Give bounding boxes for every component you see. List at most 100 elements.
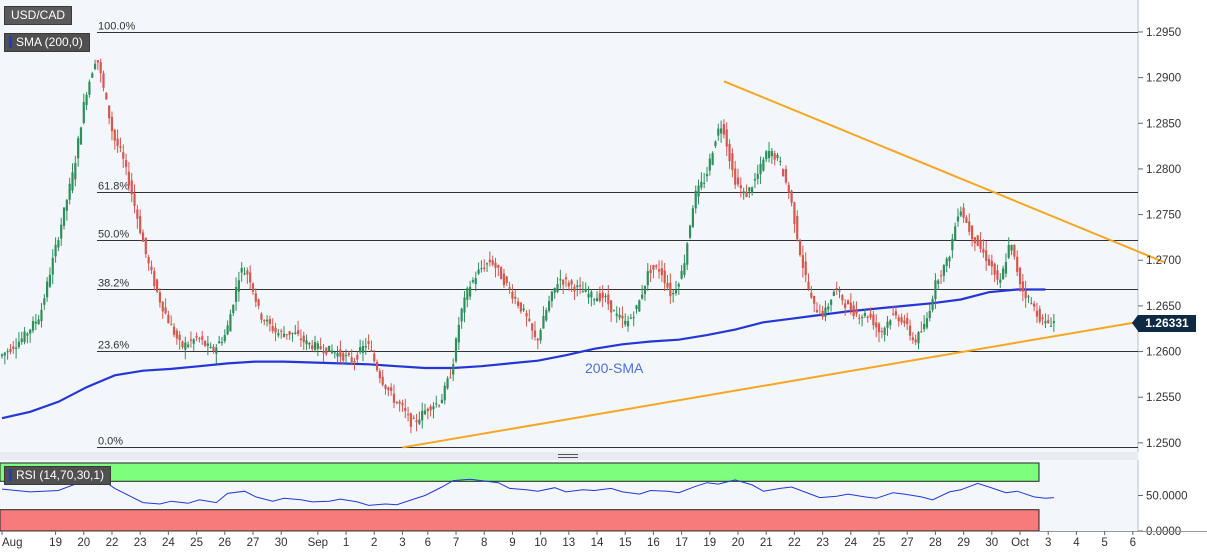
candle — [88, 79, 91, 98]
candle — [669, 273, 672, 304]
candle — [325, 347, 328, 356]
candle — [748, 186, 751, 198]
candle — [987, 254, 991, 267]
sma-swatch — [9, 36, 12, 48]
candle — [147, 254, 150, 271]
candle-body — [311, 345, 314, 350]
candle — [954, 222, 957, 241]
candle-body — [767, 150, 771, 159]
candle-body — [359, 347, 362, 353]
candle-body — [508, 287, 511, 289]
time-tick-label: Sep — [308, 537, 328, 549]
candle-body — [593, 299, 596, 301]
candle — [547, 295, 551, 313]
fib-label: 23.6% — [98, 340, 129, 352]
candle-body — [607, 294, 610, 305]
candle — [877, 322, 881, 343]
candle-body — [564, 277, 568, 280]
candle-body — [139, 216, 142, 233]
candle — [923, 315, 926, 332]
candle-body — [203, 340, 207, 346]
candle — [784, 165, 788, 185]
candle-body — [1016, 256, 1019, 272]
candle — [299, 329, 303, 347]
candle-body — [384, 385, 387, 389]
time-tick-label: 8 — [481, 537, 487, 549]
candle-body — [703, 182, 706, 184]
candle — [401, 399, 404, 412]
candle — [322, 343, 325, 363]
candle — [584, 282, 587, 293]
candle-body — [674, 289, 678, 294]
candle — [731, 148, 734, 178]
candle-body — [621, 315, 624, 319]
time-tick-label: 27 — [247, 537, 260, 549]
candle-body — [401, 403, 404, 406]
candle-body — [3, 352, 6, 356]
candle — [412, 415, 415, 420]
candle — [480, 260, 483, 273]
candle — [395, 401, 398, 405]
candle-body — [418, 419, 421, 424]
candle-body — [734, 168, 737, 185]
candle-body — [976, 235, 979, 246]
candle — [722, 119, 726, 139]
candle — [697, 179, 700, 205]
candle — [192, 338, 195, 351]
candle — [46, 276, 49, 302]
candle — [889, 319, 892, 330]
candle-body — [584, 289, 587, 292]
candle — [624, 313, 627, 327]
candle-body — [438, 405, 441, 407]
candle-body — [711, 153, 714, 165]
candle — [861, 314, 864, 327]
candle — [347, 350, 350, 357]
candle — [533, 321, 537, 341]
candle-body — [1004, 262, 1008, 274]
candle-body — [375, 361, 379, 371]
candle — [655, 264, 658, 270]
candle — [562, 278, 565, 294]
candle — [240, 262, 243, 282]
candle-body — [381, 376, 384, 385]
candle-body — [784, 169, 788, 183]
candle — [336, 345, 339, 364]
candle-body — [178, 334, 181, 341]
candle-body — [739, 185, 742, 189]
candle — [686, 241, 689, 270]
candle-body — [297, 330, 300, 334]
rsi-oversold-zone — [0, 509, 1040, 532]
candle — [60, 217, 63, 246]
candle — [0, 353, 4, 359]
candle — [449, 369, 452, 379]
candle-body — [1035, 310, 1039, 317]
candle — [550, 290, 553, 308]
pane-splitter[interactable] — [0, 452, 1138, 460]
candle — [237, 271, 240, 302]
candle-body — [579, 285, 582, 287]
candle — [1010, 244, 1013, 256]
candle-body — [23, 331, 26, 343]
candle — [460, 307, 463, 329]
candle — [965, 215, 968, 223]
candle-body — [759, 163, 762, 175]
candle — [753, 172, 757, 188]
candle-body — [392, 393, 396, 403]
candle — [229, 309, 232, 332]
candle-body — [573, 286, 576, 292]
candle — [156, 278, 159, 294]
time-tick-label: Aug — [2, 537, 22, 549]
candle — [514, 290, 517, 305]
time-tick-label: 10 — [534, 537, 547, 549]
candle — [945, 256, 948, 273]
candle-body — [0, 354, 4, 357]
candle — [215, 343, 218, 364]
time-tick-label: 5 — [1101, 537, 1107, 549]
candle — [846, 299, 850, 305]
candle-body — [1038, 308, 1041, 322]
time-tick-label: 27 — [901, 537, 914, 549]
symbol-label: USD/CAD — [4, 6, 73, 25]
candle — [570, 278, 573, 292]
candle-body — [102, 73, 105, 88]
candle-body — [153, 270, 156, 287]
